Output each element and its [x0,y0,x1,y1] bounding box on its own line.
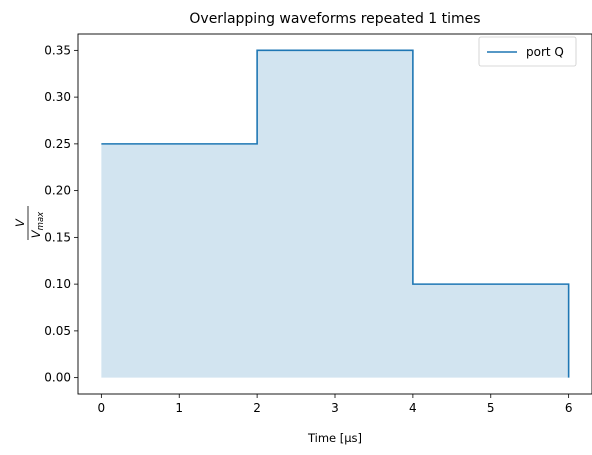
y-tick-label: 0.30 [44,90,71,104]
x-tick-label: 3 [331,401,339,415]
x-tick-label: 0 [98,401,106,415]
legend-label-port-q: port Q [526,45,564,59]
y-tick-label: 0.20 [44,184,71,198]
x-tick-label: 5 [487,401,495,415]
axes-frame [77,33,592,395]
y-tick-label: 0.15 [44,230,71,244]
y-tick-label: 0.00 [44,371,71,385]
series-line-port-q [101,49,570,378]
y-axis-label-denominator-base: V [29,229,43,238]
y-axis-ticks: 0.00 0.05 0.10 0.15 0.20 0.25 0.30 0.35 [44,43,78,385]
legend: port Q [478,36,577,67]
y-tick-label: 0.10 [44,277,71,291]
x-tick-label: 2 [253,401,261,415]
x-tick-label: 6 [565,401,573,415]
y-axis-label-numerator: V [13,218,27,227]
y-axis-label-denominator: Vmax [29,211,46,238]
y-axis-label: V Vmax [13,206,46,240]
y-tick-label: 0.25 [44,137,71,151]
x-tick-label: 1 [175,401,183,415]
y-tick-label: 0.35 [44,43,71,57]
chart-title: Overlapping waveforms repeated 1 times [189,11,480,27]
plot-area [101,49,570,378]
x-axis-label: Time [µs] [307,431,362,445]
y-axis-label-denominator-subscript: max [36,211,46,230]
x-axis-ticks: 0 1 2 3 4 5 6 [98,394,573,415]
series-fill-port-q [101,50,569,378]
y-tick-label: 0.05 [44,324,71,338]
legend-box [478,36,577,67]
x-tick-label: 4 [409,401,417,415]
